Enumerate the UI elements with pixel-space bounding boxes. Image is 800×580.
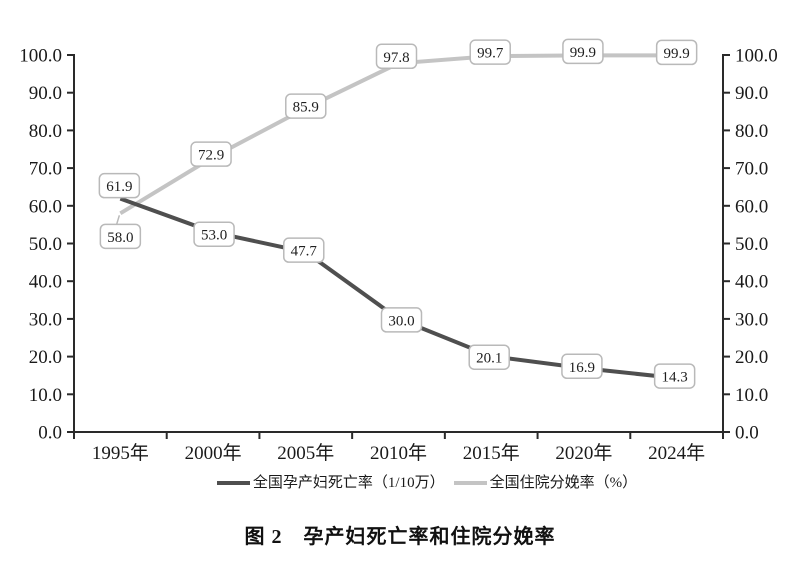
data-label: 53.0: [201, 228, 227, 244]
data-label-box: [380, 307, 423, 333]
data-label-box: [561, 353, 603, 380]
data-label: 16.9: [569, 360, 595, 376]
data-label: 47.7: [291, 244, 318, 260]
data-label-box: [469, 39, 511, 65]
hospital-delivery-line-swatch: [453, 481, 487, 485]
y-axis-tick-label-right: 40.0: [735, 272, 768, 293]
y-axis-tick-label-right: 20.0: [735, 347, 768, 368]
y-axis-tick-label-left: 90.0: [29, 83, 62, 104]
data-label-box: [375, 43, 418, 70]
y-axis-tick-label-left: 40.0: [29, 272, 62, 293]
data-label: 58.0: [107, 230, 133, 246]
y-axis-tick-label-right: 10.0: [735, 385, 768, 406]
y-axis-tick-label-left: 60.0: [29, 196, 62, 217]
data-label: 30.0: [388, 313, 414, 329]
data-label: 61.9: [106, 179, 132, 195]
x-axis-tick-label: 2005年: [277, 442, 334, 464]
y-axis-tick-label-right: 0.0: [735, 423, 759, 444]
y-axis-tick-label-right: 60.0: [735, 196, 768, 217]
y-axis-tick-label-right: 90.0: [735, 83, 768, 104]
x-axis-tick-label: 2015年: [463, 442, 520, 464]
series-line-hospital-delivery: [119, 53, 677, 216]
line-chart: 0.0 0.0 10.0 10.0 20.0 20.0 30.0 30.0 40.0 40.0 50…: [19, 38, 778, 464]
data-label: 99.9: [664, 46, 690, 62]
maternal-mortality-line-swatch: [216, 481, 250, 485]
legend-label-hospital-delivery: 全国住院分娩率（%）: [489, 475, 638, 491]
chart-legend: 全国孕产妇死亡率（1/10万） 全国住院分娩率（%）: [27, 472, 800, 494]
y-axis-tick-label-right: 100.0: [735, 46, 778, 67]
x-axis-tick-label: 2020年: [555, 442, 612, 464]
data-label: 97.8: [383, 50, 409, 66]
y-axis-tick-label-left: 70.0: [29, 159, 62, 180]
y-axis-tick-label-right: 30.0: [735, 309, 768, 330]
y-axis-tick-label-left: 10.0: [29, 385, 62, 406]
y-axis-tick-label-right: 50.0: [735, 234, 768, 255]
legend-label-maternal-mortality: 全国孕产妇死亡率（1/10万）: [252, 475, 445, 491]
data-label-box: [283, 237, 325, 263]
data-label-box: [655, 39, 698, 66]
data-label-box: [562, 38, 604, 65]
y-axis-tick-label-left: 80.0: [29, 121, 62, 142]
x-axis-tick-label: 1995年: [92, 442, 149, 464]
data-label-box: [285, 93, 327, 119]
data-label-box: [190, 141, 232, 167]
y-axis-tick-label-left: 100.0: [19, 46, 62, 67]
data-label: 20.1: [476, 351, 502, 367]
data-label: 85.9: [293, 100, 319, 116]
figure-caption: 图 2 孕产妇死亡率和住院分娩率: [244, 526, 556, 548]
data-label-box: [468, 344, 510, 370]
x-axis-tick-label: 2010年: [370, 442, 427, 464]
x-axis-tick-label: 2000年: [185, 442, 242, 464]
data-label-box: [99, 223, 142, 250]
data-label-box: [193, 221, 235, 247]
legend-item-hospital-delivery: 全国住院分娩率（%）: [453, 472, 638, 494]
y-axis-tick-label-left: 50.0: [29, 234, 62, 255]
data-label: 72.9: [198, 148, 224, 164]
data-label-box: [653, 363, 696, 389]
x-axis-tick-label: 2024年: [648, 442, 705, 464]
y-axis-tick-label-right: 70.0: [735, 159, 768, 180]
y-axis-tick-label-right: 80.0: [735, 121, 768, 142]
y-axis-tick-label-left: 30.0: [29, 309, 62, 330]
legend-item-maternal-mortality: 全国孕产妇死亡率（1/10万）: [216, 472, 445, 494]
y-axis-tick-label-left: 20.0: [29, 347, 62, 368]
data-label-box: [98, 172, 141, 199]
data-label: 99.7: [477, 46, 504, 62]
data-label: 99.9: [570, 45, 596, 61]
data-label: 14.3: [662, 370, 688, 386]
y-axis-tick-label-left: 0.0: [38, 423, 62, 444]
